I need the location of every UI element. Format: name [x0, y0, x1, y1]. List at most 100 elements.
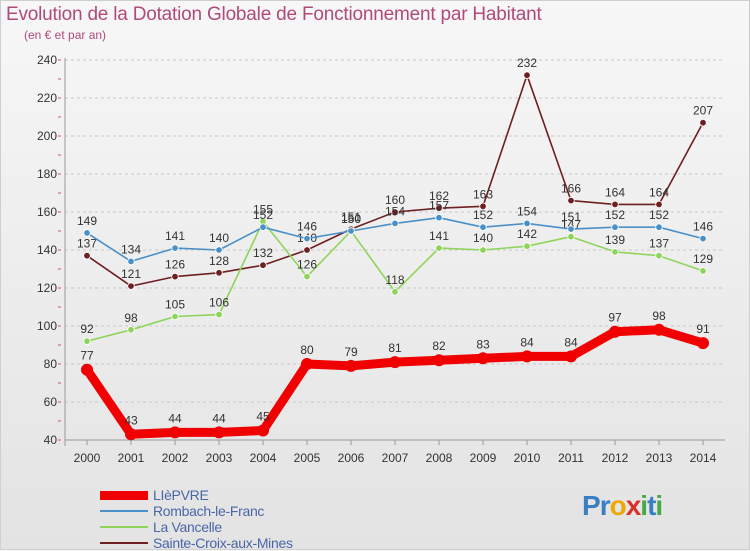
data-point	[611, 248, 619, 256]
data-label: 80	[300, 343, 314, 357]
y-tick-label: 180	[37, 167, 57, 181]
data-label: 132	[253, 246, 273, 260]
data-point	[171, 272, 179, 281]
data-point	[301, 358, 313, 370]
data-point	[653, 323, 665, 336]
data-label: 152	[473, 208, 493, 222]
data-point	[127, 326, 135, 334]
data-point	[345, 359, 357, 372]
data-point	[521, 350, 533, 363]
x-tick-label: 2013	[646, 451, 673, 465]
legend-label: LIèPVRE	[153, 487, 209, 503]
data-label: 137	[649, 237, 669, 251]
data-label: 79	[344, 345, 358, 359]
data-label: 150	[341, 212, 361, 226]
data-point	[303, 246, 311, 254]
legend-item: LIèPVRE	[100, 487, 380, 503]
data-point	[567, 225, 575, 233]
x-tick-label: 2011	[558, 451, 584, 465]
data-label: 77	[80, 349, 94, 363]
y-tick-label: 80	[44, 357, 58, 371]
data-label: 141	[165, 229, 185, 243]
legend: LIèPVRE Rombach-le-Franc La Vancelle Sainte…	[100, 487, 380, 551]
data-label: 105	[165, 298, 185, 312]
data-label: 140	[209, 231, 229, 245]
y-tick-label: 200	[37, 129, 57, 143]
legend-swatch	[100, 490, 148, 500]
data-label: 137	[77, 237, 97, 251]
logo-letter: P	[582, 490, 601, 521]
y-tick-label: 220	[37, 91, 57, 105]
logo-letter: o	[609, 490, 627, 521]
data-point	[479, 223, 487, 231]
data-label: 146	[297, 220, 317, 234]
data-label: 207	[693, 104, 713, 118]
data-point	[213, 426, 225, 439]
logo-letter: i	[640, 490, 648, 521]
y-tick-label: 240	[37, 53, 57, 67]
data-label: 82	[432, 339, 446, 353]
data-label: 45	[256, 410, 270, 424]
data-label: 142	[517, 227, 537, 241]
x-tick-label: 2008	[426, 451, 453, 465]
data-point	[389, 356, 401, 369]
data-point	[655, 251, 663, 260]
data-point	[127, 282, 135, 290]
data-label: 162	[429, 189, 449, 203]
series-line	[86, 74, 704, 287]
data-point	[435, 244, 443, 252]
data-label: 81	[388, 341, 402, 355]
data-label: 149	[77, 214, 97, 228]
data-point	[83, 251, 91, 260]
data-label: 134	[121, 242, 141, 256]
data-point	[171, 312, 179, 321]
data-point	[477, 352, 489, 365]
data-label: 166	[561, 182, 581, 196]
chart-title: Evolution de la Dotation Globale de Fonc…	[6, 4, 542, 25]
data-point	[697, 337, 709, 350]
legend-swatch	[100, 510, 148, 512]
data-label: 84	[520, 335, 534, 349]
data-point	[303, 234, 311, 243]
x-tick-label: 2005	[294, 451, 321, 465]
data-label: 44	[168, 411, 182, 425]
legend-item: Sainte-Croix-aux-Mines	[100, 535, 380, 551]
data-label: 129	[693, 252, 713, 266]
data-point	[83, 337, 91, 345]
y-tick-label: 40	[44, 433, 58, 447]
data-label: 128	[209, 254, 229, 268]
x-tick-label: 2002	[162, 451, 189, 465]
chart-subtitle: (en € et par an)	[24, 28, 107, 42]
data-label: 43	[124, 413, 138, 427]
data-label: 92	[80, 322, 94, 336]
logo-letter: x	[625, 490, 642, 521]
x-tick-label: 2012	[602, 451, 629, 465]
data-point	[127, 257, 135, 266]
legend-item: Rombach-le-Franc	[100, 503, 380, 519]
data-point	[479, 246, 487, 254]
x-tick-label: 2010	[514, 451, 541, 465]
data-point	[435, 213, 443, 222]
data-point	[171, 244, 179, 252]
data-point	[699, 267, 707, 275]
data-point	[433, 354, 445, 367]
y-tick-label: 120	[37, 281, 57, 295]
data-label: 141	[429, 229, 449, 243]
data-point	[699, 118, 707, 127]
data-label: 154	[517, 204, 537, 218]
data-label: 157	[429, 199, 449, 213]
data-point	[169, 426, 181, 439]
data-point	[567, 232, 575, 241]
data-label: 98	[124, 311, 138, 325]
data-label: 155	[253, 203, 273, 217]
data-point	[215, 310, 223, 319]
data-label: 152	[649, 208, 669, 222]
logo-letter: t	[647, 490, 656, 521]
data-point	[81, 363, 93, 376]
x-tick-label: 2003	[206, 451, 233, 465]
data-point	[83, 229, 91, 237]
x-tick-label: 2014	[690, 451, 717, 465]
x-tick-label: 2004	[250, 451, 277, 465]
data-label: 97	[608, 311, 622, 325]
